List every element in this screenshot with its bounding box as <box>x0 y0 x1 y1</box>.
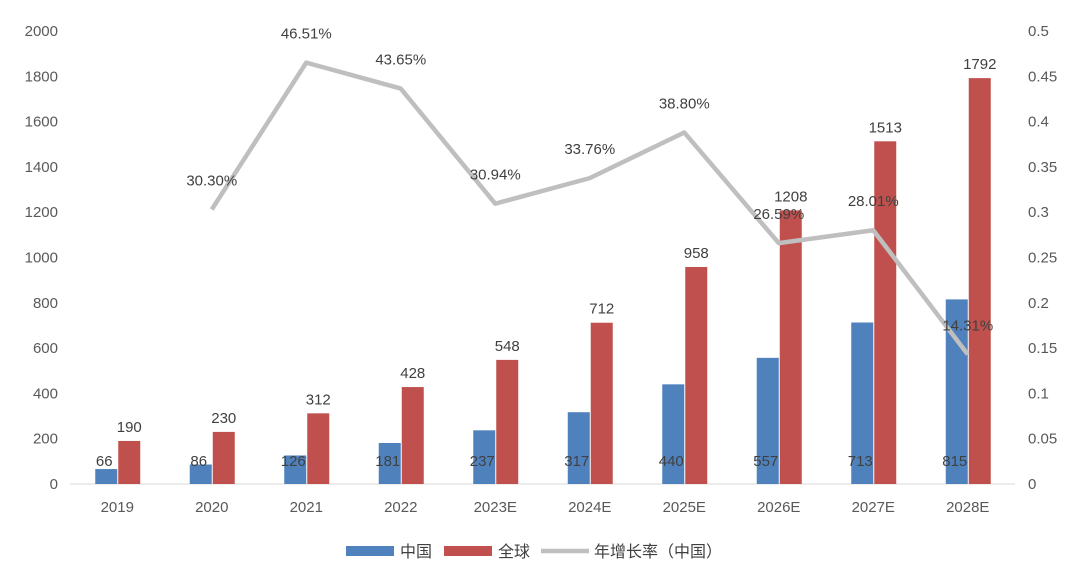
growth-value-label: 14.31% <box>942 317 993 334</box>
growth-value-label: 33.76% <box>564 141 615 158</box>
bar-china <box>284 455 307 484</box>
global-value-label: 230 <box>211 410 236 427</box>
growth-value-label: 43.65% <box>375 52 426 69</box>
bar-china <box>567 412 590 484</box>
bars-layer <box>95 78 991 485</box>
growth-value-label: 46.51% <box>281 26 332 43</box>
bar-global <box>968 78 991 484</box>
china-value-label: 237 <box>470 453 495 470</box>
china-value-label: 440 <box>659 453 684 470</box>
y-right-tick-label: 0.1 <box>1028 385 1049 402</box>
bar-china <box>473 430 496 484</box>
legend-label-china: 中国 <box>400 542 432 561</box>
global-value-label: 312 <box>306 391 331 408</box>
global-value-label: 712 <box>589 301 614 318</box>
china-value-label: 713 <box>848 453 873 470</box>
y-right-tick-label: 0.35 <box>1028 159 1057 176</box>
growth-rate-line <box>209 60 970 356</box>
y-left-tick-label: 1400 <box>25 159 58 176</box>
x-tick-label: 2022 <box>384 499 417 516</box>
global-value-label: 1792 <box>963 56 996 73</box>
y-left-tick-label: 800 <box>33 295 58 312</box>
y-left-tick-label: 1600 <box>25 114 58 131</box>
x-tick-label: 2028E <box>946 499 989 516</box>
y-left-tick-label: 2000 <box>25 23 58 40</box>
y-right-tick-label: 0.25 <box>1028 250 1057 267</box>
y-left-tick-label: 400 <box>33 385 58 402</box>
global-value-label: 428 <box>400 365 425 382</box>
y-right-tick-label: 0.15 <box>1028 340 1057 357</box>
x-tick-label: 2025E <box>663 499 706 516</box>
bar-global <box>212 431 235 484</box>
bar-china <box>851 322 874 484</box>
x-tick-label: 2019 <box>101 499 134 516</box>
china-value-label: 317 <box>564 453 589 470</box>
y-left-tick-label: 1200 <box>25 204 58 221</box>
legend: 中国 全球 年增长率（中国） <box>346 542 722 561</box>
bar-global <box>779 210 802 484</box>
growth-value-label: 30.94% <box>470 167 521 184</box>
y-right-tick-label: 0.05 <box>1028 431 1057 448</box>
y-right-tick-label: 0.2 <box>1028 295 1049 312</box>
bar-global <box>496 359 519 484</box>
global-value-label: 958 <box>684 245 709 262</box>
bar-global <box>118 440 141 484</box>
y-right-tick-label: 0.4 <box>1028 114 1049 131</box>
y-right-tick-label: 0.3 <box>1028 204 1049 221</box>
global-value-label: 190 <box>117 419 142 436</box>
global-value-label: 548 <box>495 338 520 355</box>
legend-swatch-china <box>346 546 394 556</box>
bar-global <box>874 141 897 485</box>
legend-swatch-global <box>444 546 492 556</box>
y-right-tick-label: 0.5 <box>1028 23 1049 40</box>
x-tick-label: 2026E <box>757 499 800 516</box>
china-value-label: 815 <box>942 453 967 470</box>
x-tick-label: 2024E <box>568 499 611 516</box>
china-value-label: 557 <box>753 453 778 470</box>
growth-value-label: 26.59% <box>753 206 804 223</box>
china-value-label: 181 <box>375 453 400 470</box>
x-tick-label: 2027E <box>852 499 895 516</box>
y-right-tick-label: 0 <box>1028 476 1036 493</box>
china-value-label: 66 <box>96 453 113 470</box>
legend-label-growth: 年增长率（中国） <box>594 542 722 561</box>
global-value-label: 1208 <box>774 188 807 205</box>
growth-value-label: 28.01% <box>848 193 899 210</box>
axes-layer: 0 200 400 600 800 1000 1200 1400 1600 1800 2000 0 0.… <box>25 23 1058 516</box>
bar-global <box>307 413 330 484</box>
y-left-tick-label: 600 <box>33 340 58 357</box>
y-right-tick-label: 0.45 <box>1028 68 1057 85</box>
bar-china <box>95 469 118 484</box>
bar-china <box>756 357 779 484</box>
bar-global <box>685 267 708 484</box>
growth-line-layer <box>209 60 970 356</box>
china-value-label: 86 <box>190 453 207 470</box>
bar-china <box>189 464 212 484</box>
x-tick-label: 2020 <box>195 499 228 516</box>
bar-global <box>401 387 424 484</box>
x-tick-label: 2023E <box>474 499 517 516</box>
bar-china <box>378 443 401 484</box>
growth-value-label: 30.30% <box>186 172 237 189</box>
china-value-label: 126 <box>281 453 306 470</box>
growth-value-label: 38.80% <box>659 95 710 112</box>
global-value-label: 1513 <box>869 119 902 136</box>
x-tick-label: 2021 <box>290 499 323 516</box>
y-left-tick-label: 200 <box>33 431 58 448</box>
legend-label-global: 全球 <box>498 542 530 561</box>
y-left-tick-label: 1800 <box>25 68 58 85</box>
y-left-tick-label: 0 <box>50 476 58 493</box>
bar-china <box>662 384 685 484</box>
y-left-tick-label: 1000 <box>25 250 58 267</box>
bar-global <box>590 322 613 484</box>
